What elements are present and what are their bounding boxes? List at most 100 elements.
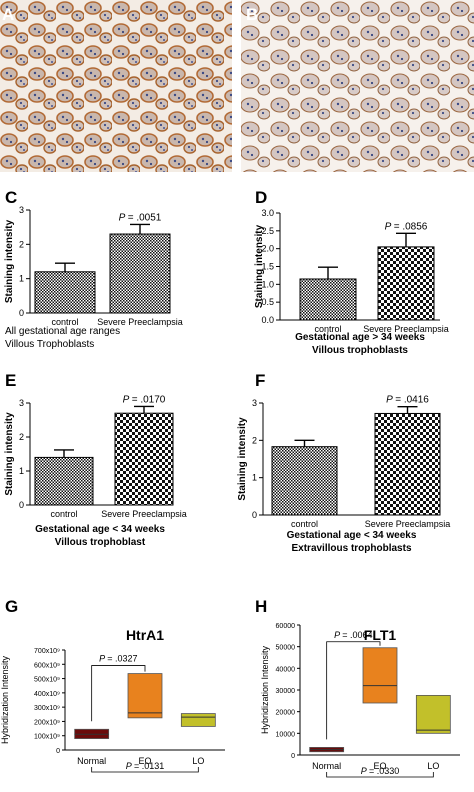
p-symbol: P	[99, 654, 107, 664]
p-symbol: P	[123, 394, 132, 405]
x-tick-label: control	[50, 509, 77, 519]
bar-1	[377, 246, 435, 321]
y-tick-label: 3	[19, 205, 24, 215]
y-axis-label: Staining intensity	[237, 417, 248, 501]
x-tick-label: Severe Preeclampsia	[365, 519, 451, 529]
box-1	[362, 647, 398, 704]
bar-1	[114, 412, 174, 506]
caption-line: Extravillous trophoblasts	[291, 543, 411, 554]
y-axis-label: Staining intensity	[4, 219, 15, 303]
y-tick-label: 600x10⁹	[34, 662, 60, 669]
p-value-top: P = .0064	[334, 630, 372, 640]
panel-label-g: G	[5, 597, 18, 616]
caption-line: Gestational age < 34 weeks	[35, 524, 165, 535]
panel-label-a: A	[2, 5, 14, 24]
y-tick-label: 3.0	[261, 208, 274, 218]
y-tick-label: 30000	[276, 688, 296, 695]
bar-0	[34, 271, 96, 314]
y-tick-label: 0.0	[261, 315, 274, 325]
caption-line: Gestational age > 34 weeks	[295, 332, 425, 343]
y-tick-label: 2	[252, 435, 257, 445]
y-axis-label: Hybridization Intensity	[260, 645, 270, 734]
x-tick-label: EO	[373, 761, 386, 771]
p-symbol: P	[386, 395, 395, 406]
panel-d: D 0.0 0.5 1.0 1.5 2.0 2.5 3.0 Staining intensity…	[254, 188, 449, 356]
y-tick-label: 2	[19, 239, 24, 249]
bar-1	[109, 233, 171, 314]
p-symbol: P	[126, 761, 134, 771]
panel-label-d: D	[255, 188, 267, 207]
x-tick-label: LO	[427, 761, 439, 771]
y-tick-label: 2.0	[261, 244, 274, 254]
p-value: P = .0170	[123, 394, 166, 405]
y-tick-label: 0	[291, 753, 295, 760]
caption-line: Villous Trophoblasts	[5, 339, 94, 350]
y-tick-label: 100x10⁹	[34, 734, 60, 741]
bracket-bottom	[326, 772, 434, 778]
x-tick-label: LO	[192, 756, 204, 766]
box-2	[415, 695, 451, 734]
y-tick-label: 1.0	[261, 279, 274, 289]
p-value-bottom: P = .0330	[361, 766, 399, 776]
y-tick-label: 400x10⁹	[34, 691, 60, 698]
y-tick-label: 0	[56, 748, 60, 755]
p-value-text: = .0131	[134, 761, 164, 771]
bracket-top	[326, 641, 381, 740]
panel-c: C 0 1 2 3 Staining intensity control Severe Pre…	[4, 188, 183, 350]
x-tick-label: control	[314, 324, 341, 334]
caption-line: Gestational age < 34 weeks	[287, 530, 417, 541]
y-axis-label: Hybridization Intensity	[0, 655, 10, 744]
p-value-top: P = .0327	[99, 654, 137, 664]
p-symbol: P	[334, 630, 342, 640]
x-tick-label: Severe Preeclampsia	[97, 317, 183, 327]
x-tick-label: control	[51, 317, 78, 327]
panel-g: G HtrA1 0 100x10⁹ 200x10⁹ 300x10⁹ 400x10⁹ 500x1…	[0, 597, 225, 773]
y-tick-label: 0	[19, 308, 24, 318]
y-axis-label: Staining intensity	[4, 412, 15, 496]
panel-e: E 0 1 2 3 Staining intensity control Severe Pre…	[4, 371, 187, 548]
p-symbol: P	[385, 221, 394, 232]
bar-0	[299, 278, 357, 321]
panel-label-e: E	[5, 371, 16, 390]
p-value: P = .0416	[386, 395, 429, 406]
caption-line: Villous trophoblasts	[312, 345, 408, 356]
box-2	[180, 713, 216, 727]
panel-h: H FLT1 0 10000 20000 30000 40000 50000 60000 Hybr…	[255, 597, 460, 778]
p-value-text: = .0051	[128, 212, 162, 223]
y-tick-label: 1	[19, 274, 24, 284]
y-tick-label: 40000	[276, 666, 296, 673]
y-tick-label: 3	[252, 398, 257, 408]
panel-label-h: H	[255, 597, 267, 616]
bar-1	[374, 412, 441, 516]
bar-0	[271, 446, 338, 516]
caption-line: Villous trophoblast	[55, 537, 146, 548]
x-tick-label: control	[291, 519, 318, 529]
bracket-bottom	[91, 767, 199, 773]
y-tick-label: 1.5	[261, 262, 274, 272]
y-tick-label: 2.5	[261, 226, 274, 236]
bracket-top	[91, 665, 146, 722]
box-1	[127, 673, 163, 719]
x-tick-label: Normal	[77, 756, 106, 766]
p-symbol: P	[119, 212, 128, 223]
y-tick-label: 1	[252, 473, 257, 483]
y-tick-label: 200x10⁹	[34, 719, 60, 726]
y-tick-label: 50000	[276, 645, 296, 652]
y-axis-label: Staining intensity	[254, 224, 265, 308]
micrograph-b: B	[241, 0, 474, 172]
y-tick-label: 0.5	[261, 297, 274, 307]
y-tick-label: 2	[19, 432, 24, 442]
y-tick-label: 300x10⁹	[34, 705, 60, 712]
y-tick-label: 20000	[276, 710, 296, 717]
panel-label-c: C	[5, 188, 17, 207]
p-value: P = .0856	[385, 221, 428, 232]
p-symbol: P	[361, 766, 369, 776]
p-value-text: = .0330	[369, 766, 399, 776]
y-tick-label: 700x10⁹	[34, 648, 60, 655]
y-tick-label: 10000	[276, 731, 296, 738]
p-value: P = .0051	[119, 212, 162, 223]
p-value-text: = .0416	[395, 395, 429, 406]
x-tick-label: Normal	[312, 761, 341, 771]
caption-line: All gestational age ranges	[5, 326, 120, 337]
y-tick-label: 500x10⁹	[34, 677, 60, 684]
